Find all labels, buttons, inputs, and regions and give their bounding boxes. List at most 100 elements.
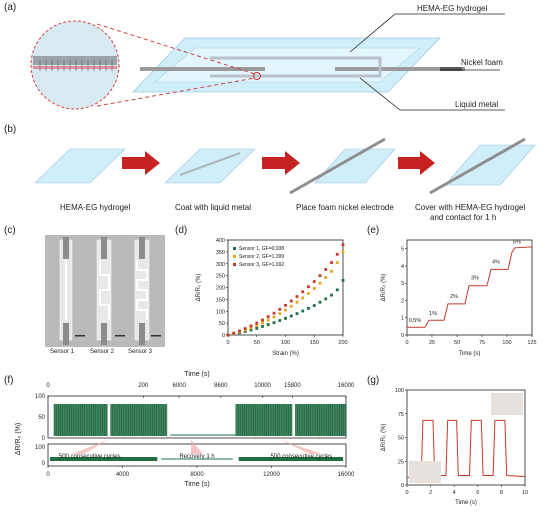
x-tick-label: 50 [454, 340, 460, 346]
legend-marker [233, 255, 236, 258]
step-1-label: HEMA-EG hydrogel [60, 203, 131, 212]
data-point [226, 333, 230, 337]
panel-label-a: (a) [4, 2, 17, 13]
data-point [284, 316, 287, 320]
data-point [272, 315, 276, 319]
y-tick-label: 300 [216, 262, 225, 268]
sensor-2-label: Sensor 2 [90, 349, 115, 355]
data-point [307, 292, 310, 295]
data-point [289, 314, 293, 318]
data-point [301, 309, 305, 313]
label-hydrogel: HEMA-EG hydrogel [417, 4, 488, 13]
data-point [324, 297, 328, 301]
data-point [301, 290, 305, 294]
data-point [272, 321, 276, 325]
top-x-axis-label: Time (s) [184, 371, 209, 378]
x-tick-label: 0 [405, 340, 408, 346]
cycle-segment [235, 404, 293, 436]
data-point [312, 280, 316, 283]
annotation-label: 500 consecutive cycles [59, 454, 121, 460]
legend-marker [233, 247, 236, 250]
step-annotation: 0.5% [409, 318, 422, 324]
data-point [255, 324, 259, 327]
top-x-tick-label: 8600 [214, 383, 228, 389]
data-point [295, 312, 299, 316]
data-point [335, 261, 339, 264]
data-point [278, 307, 282, 311]
y-tick-label: 2 [401, 298, 404, 304]
x-tick-label: 125 [527, 340, 536, 346]
data-point [249, 328, 253, 332]
top-x-tick-label: 6000 [172, 383, 186, 389]
chart-d: 0 50 100 150 200 0 50 100 150 200 250 300 350 400 Stra… [196, 238, 348, 357]
panel-label-b: (b) [4, 124, 17, 135]
bottom-x-tick-label: 4000 [116, 472, 130, 478]
data-point [307, 285, 310, 289]
y-tick-label: 0 [401, 333, 404, 339]
data-point [272, 311, 276, 315]
top-x-tick-label: 15800 [284, 383, 301, 389]
data-point [249, 324, 253, 328]
zoom-pointer [71, 440, 108, 454]
data-point [318, 300, 322, 304]
panel-label-f: (f) [4, 375, 14, 386]
panel-label-e: (e) [367, 225, 380, 236]
data-point [289, 304, 293, 308]
x-tick-label: 75 [479, 340, 485, 346]
panel-label-g: (g) [367, 375, 380, 386]
y-axis-label: ΔR/R₀ (%) [381, 274, 387, 302]
top-x-tick-label: 0 [46, 383, 50, 389]
zoom-pointer [191, 440, 203, 454]
cycle-segment [53, 404, 108, 436]
data-point [284, 308, 287, 312]
data-point [307, 307, 310, 310]
x-tick-label: 50 [254, 340, 260, 346]
y-tick-label: 50 [398, 436, 404, 442]
bottom-y-tick-label: 0 [42, 461, 46, 467]
y-tick-label: 1 [401, 316, 404, 322]
data-point [318, 281, 322, 285]
sensor-3-label: Sensor 3 [128, 349, 153, 355]
data-point [255, 326, 259, 330]
x-tick-label: 150 [310, 340, 319, 346]
y-tick-label: 100 [395, 388, 404, 394]
data-point [289, 299, 293, 303]
bottom-x-tick-label: 8000 [190, 472, 204, 478]
y-tick-label: 25 [398, 459, 404, 465]
y-tick-label: 3 [401, 281, 404, 287]
chart-f: Time (s)0 200 6000 8600 10000 15800 1600010050… [15, 371, 355, 488]
data-point [295, 300, 299, 304]
top-y-tick-label: 100 [35, 394, 46, 400]
data-point [261, 321, 264, 325]
data-point [301, 296, 305, 300]
data-point [341, 278, 345, 282]
y-tick-label: 0 [401, 483, 404, 489]
top-x-tick-label: 16000 [338, 383, 355, 389]
data-point [330, 261, 333, 264]
bottom-x-axis-label: Time (s) [184, 481, 209, 488]
data-point [318, 274, 322, 278]
step-annotation: 4% [492, 259, 500, 265]
bottom-y-tick-label: 100 [35, 445, 46, 451]
data-point [261, 318, 264, 322]
cycle-segment [110, 404, 168, 436]
step-annotation: 3% [471, 276, 479, 282]
panel-label-c: (c) [4, 225, 16, 236]
data-point [232, 331, 236, 335]
data-point [330, 269, 333, 273]
y-tick-label: 400 [216, 238, 225, 244]
step-annotation: 5% [513, 239, 521, 245]
step-2-label: Coat with liquid metal [175, 203, 252, 212]
data-point [243, 327, 247, 330]
process-steps [34, 137, 536, 195]
y-tick-label: 100 [216, 309, 225, 315]
x-tick-label: 2 [429, 490, 432, 496]
y-tick-label: 5 [401, 247, 404, 253]
data-point [312, 287, 316, 290]
data-point [249, 326, 253, 330]
x-axis-label: Strain (%) [272, 351, 299, 357]
data-point [341, 243, 345, 247]
data-point [266, 323, 270, 326]
label-nickel-foam: Nickel foam [461, 58, 503, 67]
